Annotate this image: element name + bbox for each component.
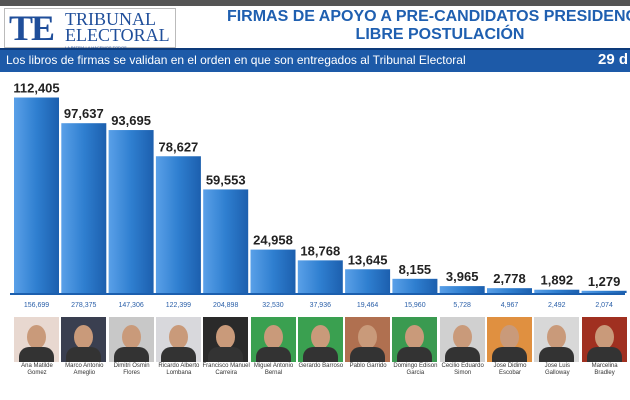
candidate-photo <box>439 317 485 362</box>
value-label: 1,279 <box>588 274 621 289</box>
candidate-name: Pablo Garrido <box>349 363 387 369</box>
logo-tagline: LA PATRIA LA HACEMOS TODOS <box>65 45 127 50</box>
submitted-label: 37,936 <box>310 302 332 309</box>
subtitle-band: Los libros de firmas se validan en el or… <box>0 48 630 72</box>
candidate-name: Gerardo Barroso <box>298 363 344 369</box>
submitted-label: 204,898 <box>213 302 238 309</box>
bar <box>108 130 154 293</box>
candidate-photo <box>155 317 201 362</box>
title-line2: LIBRE POSTULACIÓN <box>355 26 525 43</box>
bar <box>61 123 107 293</box>
candidate-photo <box>108 317 154 362</box>
submitted-label: 32,530 <box>262 302 284 309</box>
submitted-label: 5,728 <box>453 302 471 309</box>
submitted-label: 278,375 <box>71 302 96 309</box>
candidate-photo <box>250 317 296 362</box>
bar <box>581 290 627 293</box>
candidate-name: Marcelina Bradley <box>591 363 618 376</box>
candidate-photo <box>345 317 391 362</box>
value-label: 24,958 <box>253 233 293 248</box>
tribunal-electoral-logo: TE TRIBUNAL ELECTORAL LA PATRIA LA HACEM… <box>4 8 176 50</box>
value-label: 13,645 <box>348 252 388 267</box>
top-bar <box>0 0 630 6</box>
bar <box>487 288 532 293</box>
bar <box>155 156 201 293</box>
candidate-name: Ricardo Alberto Lombana <box>158 363 200 376</box>
title-line1: FIRMAS DE APOYO A PRE-CANDIDATOS PRESIDE… <box>226 8 630 25</box>
candidate-name: Marco Antonio Ameglio <box>65 363 104 376</box>
candidate-photo <box>392 317 438 362</box>
value-label: 112,405 <box>13 81 59 96</box>
candidate-photo <box>487 317 532 362</box>
bar <box>439 286 485 293</box>
value-label: 1,892 <box>541 273 574 288</box>
value-label: 78,627 <box>159 139 199 154</box>
submitted-label: 19,464 <box>357 302 379 309</box>
candidate-name: Jose Didimo Escobar <box>493 363 527 376</box>
candidate-name: Jose Luis Galloway <box>544 363 570 376</box>
submitted-label: 147,306 <box>118 302 143 309</box>
logo-line2: ELECTORAL <box>65 25 170 45</box>
value-label: 18,768 <box>300 243 340 258</box>
baseline <box>10 293 625 295</box>
candidate-name: Domingo Edison Garcia <box>393 363 438 376</box>
date-label: 29 d <box>598 51 629 68</box>
logo-initials: TE <box>9 8 55 48</box>
value-label: 8,155 <box>399 262 432 277</box>
submitted-label: 156,699 <box>24 302 49 309</box>
value-label: 59,553 <box>206 172 246 187</box>
bar <box>534 289 580 293</box>
candidate-photo <box>14 317 59 362</box>
candidate-name: Ana Matilde Gomez <box>21 363 53 376</box>
candidate-photo <box>203 317 249 362</box>
bar-chart: 112,405 156,699 97,637 278,375 93,695 147,306… <box>10 81 627 309</box>
submitted-label: 122,399 <box>166 302 191 309</box>
value-label: 93,695 <box>111 113 151 128</box>
value-label: 2,778 <box>493 271 526 286</box>
subtitle-text: Los libros de firmas se validan en el or… <box>6 53 466 67</box>
candidate-name: Miguel Antonio Bernal <box>253 363 294 376</box>
candidate-name: Dimitri Osmin Flores <box>113 363 150 376</box>
value-label: 97,637 <box>64 106 104 121</box>
chart-title: FIRMAS DE APOYO A PRE-CANDIDATOS PRESIDE… <box>180 8 630 44</box>
submitted-label: 2,074 <box>595 302 613 309</box>
candidate-name: Cecilio Eduardo Simon <box>441 363 484 376</box>
value-label: 3,965 <box>446 269 479 284</box>
bar <box>14 97 59 293</box>
candidate-photo <box>61 317 107 362</box>
logo-line1: TRIBUNAL <box>65 9 156 29</box>
candidate-photo <box>297 317 343 362</box>
submitted-label: 4,967 <box>501 302 519 309</box>
candidate-name: Francisco Manuel Carreira <box>202 363 250 376</box>
candidate-photo <box>581 317 627 362</box>
bar <box>250 249 296 293</box>
bar <box>345 269 391 293</box>
submitted-label: 15,960 <box>404 302 426 309</box>
candidate-photo <box>534 317 580 362</box>
submitted-label: 2,492 <box>548 302 566 309</box>
bar <box>203 189 249 293</box>
bar <box>392 278 438 293</box>
bar <box>297 260 343 293</box>
